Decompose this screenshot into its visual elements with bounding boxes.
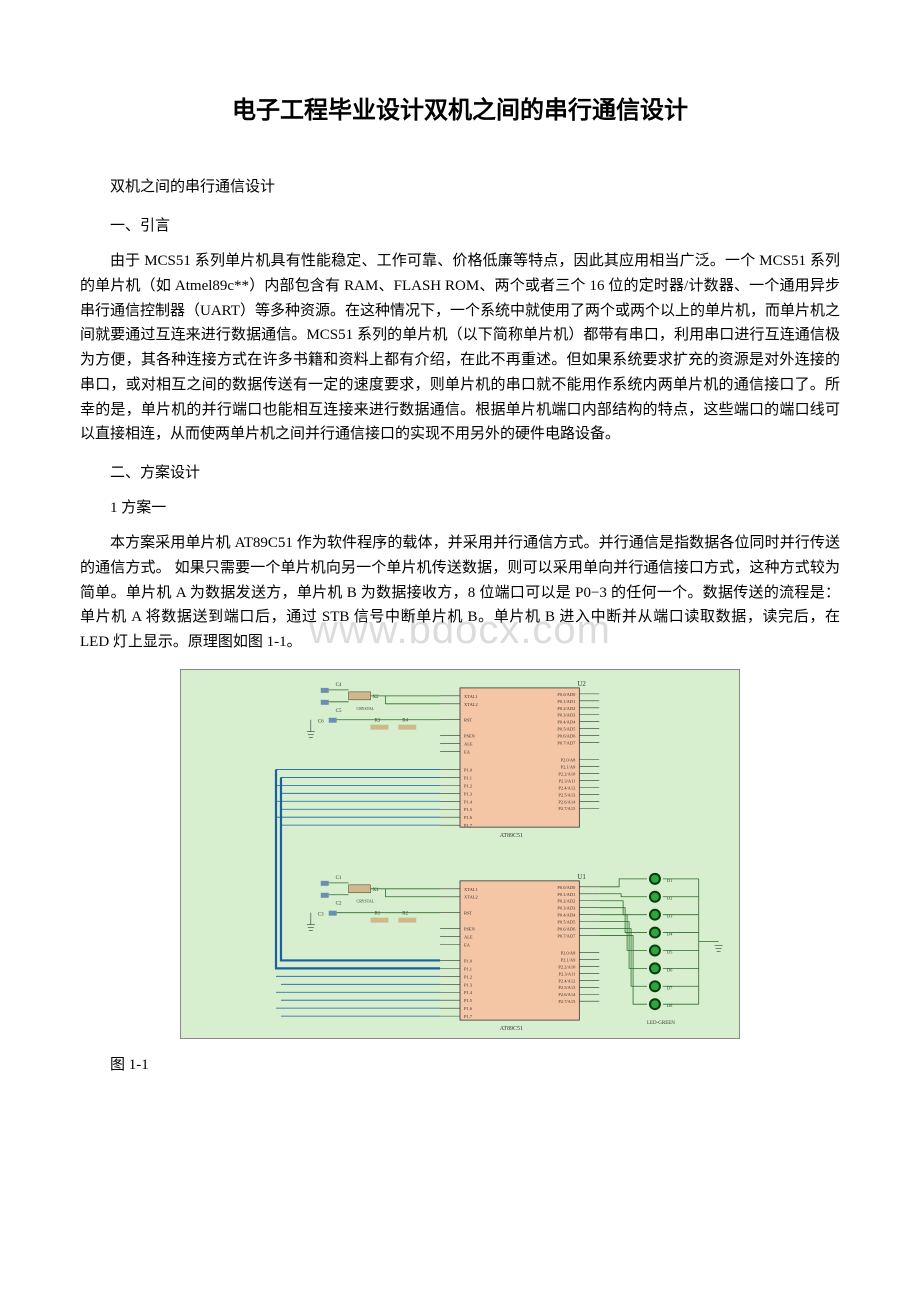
svg-text:P1.0: P1.0 (464, 767, 473, 772)
svg-text:P2.0/A8: P2.0/A8 (561, 757, 577, 762)
subtitle: 双机之间的串行通信设计 (80, 175, 840, 196)
svg-text:P1.5: P1.5 (464, 998, 473, 1003)
svg-text:C1: C1 (336, 876, 342, 881)
svg-text:P1.2: P1.2 (464, 783, 472, 788)
svg-text:P1.3: P1.3 (464, 791, 473, 796)
svg-text:P2.2/A10: P2.2/A10 (558, 964, 576, 969)
svg-text:ALE: ALE (464, 934, 473, 939)
figure-caption: 图 1-1 (80, 1053, 840, 1074)
svg-text:P2.1/A9: P2.1/A9 (561, 957, 577, 962)
svg-text:PSEN: PSEN (464, 926, 476, 931)
svg-text:P1.6: P1.6 (464, 815, 473, 820)
svg-text:P0.5/AD5: P0.5/AD5 (557, 726, 576, 731)
svg-text:CRYSTAL: CRYSTAL (357, 898, 375, 903)
svg-text:P2.1/A9: P2.1/A9 (561, 764, 577, 769)
svg-text:P0.6/AD6: P0.6/AD6 (557, 733, 576, 738)
svg-text:P0.6/AD6: P0.6/AD6 (557, 926, 576, 931)
svg-text:P1.4: P1.4 (464, 990, 473, 995)
svg-text:P2.4/A12: P2.4/A12 (558, 785, 575, 790)
schematic-svg: U2 AT89C51 XTAL1 XTAL2 RST PSEN ALE EA (181, 670, 739, 1038)
svg-text:AT89C51: AT89C51 (500, 1026, 523, 1032)
svg-text:U2: U2 (577, 680, 586, 688)
svg-text:P0.3/AD3: P0.3/AD3 (557, 905, 576, 910)
svg-text:P1.2: P1.2 (464, 974, 472, 979)
svg-text:P2.4/A12: P2.4/A12 (558, 978, 575, 983)
svg-text:P0.2/AD2: P0.2/AD2 (557, 898, 575, 903)
svg-text:P2.2/A10: P2.2/A10 (558, 771, 576, 776)
svg-text:P2.6/A14: P2.6/A14 (558, 799, 576, 804)
svg-text:XTAL1: XTAL1 (464, 887, 478, 892)
svg-text:XTAL2: XTAL2 (464, 895, 478, 900)
svg-text:P1.5: P1.5 (464, 807, 473, 812)
svg-text:P2.7/A15: P2.7/A15 (558, 806, 576, 811)
svg-text:P2.3/A11: P2.3/A11 (559, 971, 576, 976)
svg-text:C6: C6 (318, 719, 324, 724)
svg-text:P2.3/A11: P2.3/A11 (559, 778, 576, 783)
svg-text:P2.7/A15: P2.7/A15 (558, 999, 576, 1004)
svg-text:EA: EA (464, 942, 471, 947)
svg-text:P0.3/AD3: P0.3/AD3 (557, 712, 576, 717)
svg-text:P1.1: P1.1 (464, 966, 472, 971)
svg-text:P1.0: P1.0 (464, 958, 473, 963)
document-content: 电子工程毕业设计双机之间的串行通信设计 双机之间的串行通信设计 一、引言 由于 … (80, 90, 840, 1074)
svg-text:C5: C5 (336, 709, 342, 714)
svg-text:P0.5/AD5: P0.5/AD5 (557, 919, 576, 924)
svg-text:AT89C51: AT89C51 (500, 833, 523, 839)
svg-text:EA: EA (464, 749, 471, 754)
svg-text:P0.4/AD4: P0.4/AD4 (557, 719, 576, 724)
svg-text:P0.7/AD7: P0.7/AD7 (557, 933, 576, 938)
svg-text:U1: U1 (577, 873, 586, 881)
svg-text:P0.0/AD0: P0.0/AD0 (557, 885, 576, 890)
svg-text:P1.7: P1.7 (464, 1014, 473, 1019)
svg-text:P2.5/A13: P2.5/A13 (558, 792, 576, 797)
svg-text:PSEN: PSEN (464, 733, 476, 738)
svg-text:C2: C2 (336, 901, 342, 906)
svg-text:P2.5/A13: P2.5/A13 (558, 985, 576, 990)
svg-text:ALE: ALE (464, 741, 473, 746)
svg-text:RST: RST (464, 717, 472, 722)
svg-text:P0.1/AD1: P0.1/AD1 (557, 892, 575, 897)
svg-text:P2.0/A8: P2.0/A8 (561, 950, 577, 955)
svg-text:P0.4/AD4: P0.4/AD4 (557, 912, 576, 917)
section-heading-intro: 一、引言 (80, 214, 840, 235)
svg-text:P0.2/AD2: P0.2/AD2 (557, 706, 575, 711)
svg-text:P1.4: P1.4 (464, 799, 473, 804)
svg-text:C3: C3 (318, 912, 324, 917)
page-title: 电子工程毕业设计双机之间的串行通信设计 (80, 90, 840, 125)
intro-paragraph: 由于 MCS51 系列单片机具有性能稳定、工作可靠、价格低廉等特点，因此其应用相… (80, 249, 840, 447)
svg-text:P1.7: P1.7 (464, 823, 473, 828)
section-heading-scheme: 二、方案设计 (80, 461, 840, 482)
svg-text:CRYSTAL: CRYSTAL (357, 706, 375, 711)
scheme1-paragraph: 本方案采用单片机 AT89C51 作为软件程序的载体，并采用并行通信方式。并行通… (80, 531, 840, 655)
svg-text:P0.1/AD1: P0.1/AD1 (557, 699, 575, 704)
svg-text:XTAL2: XTAL2 (464, 702, 478, 707)
svg-text:RST: RST (464, 910, 472, 915)
schematic-figure: U2 AT89C51 XTAL1 XTAL2 RST PSEN ALE EA (180, 669, 740, 1039)
svg-text:C4: C4 (336, 683, 342, 688)
svg-text:P1.3: P1.3 (464, 982, 473, 987)
svg-text:P1.6: P1.6 (464, 1006, 473, 1011)
svg-text:P2.6/A14: P2.6/A14 (558, 992, 576, 997)
svg-text:LED-GREEN: LED-GREEN (647, 1021, 675, 1026)
svg-text:P1.1: P1.1 (464, 775, 472, 780)
scheme1-heading: 1 方案一 (80, 496, 840, 517)
svg-text:P0.0/AD0: P0.0/AD0 (557, 692, 576, 697)
svg-text:XTAL1: XTAL1 (464, 694, 478, 699)
svg-text:P0.7/AD7: P0.7/AD7 (557, 740, 576, 745)
